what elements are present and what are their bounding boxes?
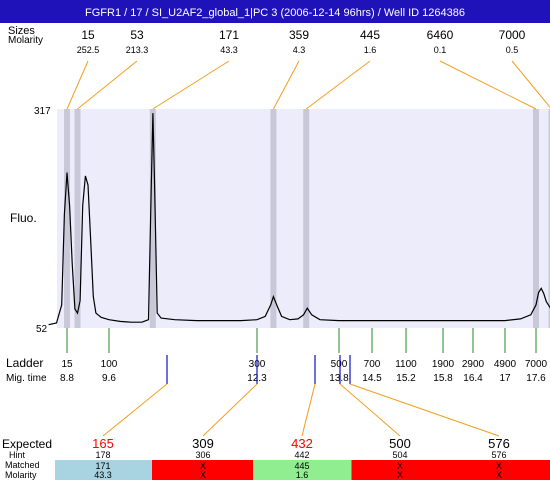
peak-band (533, 109, 539, 328)
matched-molarity: X (496, 470, 502, 480)
expected-value: 309 (192, 436, 214, 451)
expected-callout-line (349, 383, 500, 437)
peak-callout-line (152, 60, 230, 110)
matched-value: 445 (294, 461, 309, 471)
peak-size-label: 171 (219, 28, 239, 42)
sizes-label: Sizes (8, 25, 35, 37)
expected-hint: 504 (392, 450, 407, 460)
ladder-bp-label: 1100 (395, 359, 417, 370)
match-status-box (55, 460, 152, 480)
match-status-box (253, 460, 352, 480)
hint-label: Hint (9, 450, 26, 460)
peak-molarity-label: 4.3 (293, 45, 306, 55)
expected-callout-line (301, 383, 316, 437)
ladder-label: Ladder (6, 356, 43, 370)
matched-molarity: X (397, 470, 403, 480)
peak-molarity-label: 1.6 (364, 45, 377, 55)
peak-callout-line (305, 60, 371, 110)
matched-value: X (200, 461, 206, 471)
expected-label: Expected (2, 437, 52, 451)
expected-hint: 178 (95, 450, 110, 460)
peak-molarity-label: 0.1 (434, 45, 447, 55)
expected-value: 432 (291, 436, 313, 451)
matched-value: 171 (95, 461, 110, 471)
expected-value: 165 (92, 436, 114, 451)
peak-size-label: 6460 (427, 28, 454, 42)
ladder-bp-label: 4900 (494, 359, 517, 370)
matched-molarity: 1.6 (296, 470, 309, 480)
ladder-time-label: 17.6 (526, 373, 546, 384)
peak-molarity-label: 0.5 (506, 45, 519, 55)
ladder-time-label: 13.8 (329, 373, 349, 384)
header-bar (0, 0, 550, 23)
matched-label: Matched (5, 460, 40, 470)
expected-hint: 442 (294, 450, 309, 460)
ladder-time-label: 9.6 (102, 373, 116, 384)
match-status-box (449, 460, 550, 480)
peak-band (548, 109, 550, 328)
peak-size-label: 15 (81, 28, 95, 42)
matched-molarity: 43.3 (94, 470, 112, 480)
peak-molarity-label: 252.5 (77, 45, 100, 55)
peak-size-label: 445 (360, 28, 380, 42)
peak-band (270, 109, 277, 328)
peak-callout-line (439, 60, 537, 110)
matched-value: X (397, 461, 403, 471)
ladder-time-label: 17 (499, 373, 511, 384)
ladder-bp-label: 2900 (462, 359, 485, 370)
peak-band (74, 109, 81, 328)
ladder-bp-label: 1900 (432, 359, 455, 370)
y-tick-bottom: 52 (36, 324, 48, 335)
ladder-bp-label: 7000 (525, 359, 548, 370)
match-status-box (152, 460, 253, 480)
ladder-time-label: 14.5 (362, 373, 382, 384)
ladder-time-label: 15.8 (433, 373, 453, 384)
peak-band (303, 109, 310, 328)
header-title: FGFR1 / 17 / SI_U2AF2_global_1|PC 3 (200… (85, 7, 465, 19)
expected-hint: 576 (491, 450, 506, 460)
peak-band (64, 109, 70, 328)
peak-band (149, 109, 156, 328)
ladder-bp-label: 15 (61, 359, 73, 370)
peak-size-label: 53 (130, 28, 144, 42)
ladder-bp-label: 500 (331, 359, 348, 370)
expected-callout-line (339, 383, 401, 437)
ladder-time-label: 8.8 (60, 373, 74, 384)
mig-time-label: Mig. time (6, 373, 47, 384)
peak-size-label: 7000 (499, 28, 526, 42)
peak-molarity-label: 43.3 (220, 45, 238, 55)
matched-molarity: X (200, 470, 206, 480)
matched-value: X (496, 461, 502, 471)
fluo-label: Fluo. (10, 211, 37, 225)
match-status-box (351, 460, 450, 480)
molarity-row-label: Molarity (5, 470, 37, 480)
ladder-bp-label: 100 (101, 359, 118, 370)
expected-hint: 306 (195, 450, 210, 460)
expected-callout-line (102, 383, 168, 437)
peak-callout-line (272, 60, 300, 110)
peak-callout-line (511, 60, 550, 108)
y-tick-top: 317 (34, 106, 51, 117)
ladder-time-label: 15.2 (396, 373, 416, 384)
expected-value: 576 (488, 436, 510, 451)
trace-line (48, 113, 550, 326)
peak-callout-line (77, 60, 138, 110)
ladder-bp-label: 700 (364, 359, 381, 370)
peak-molarity-label: 213.3 (126, 45, 149, 55)
peak-size-label: 359 (289, 28, 309, 42)
expected-value: 500 (389, 436, 411, 451)
ladder-time-label: 16.4 (463, 373, 483, 384)
molarity-label: Molarity (8, 35, 43, 46)
peak-callout-line (66, 60, 89, 110)
expected-callout-line (202, 383, 258, 437)
